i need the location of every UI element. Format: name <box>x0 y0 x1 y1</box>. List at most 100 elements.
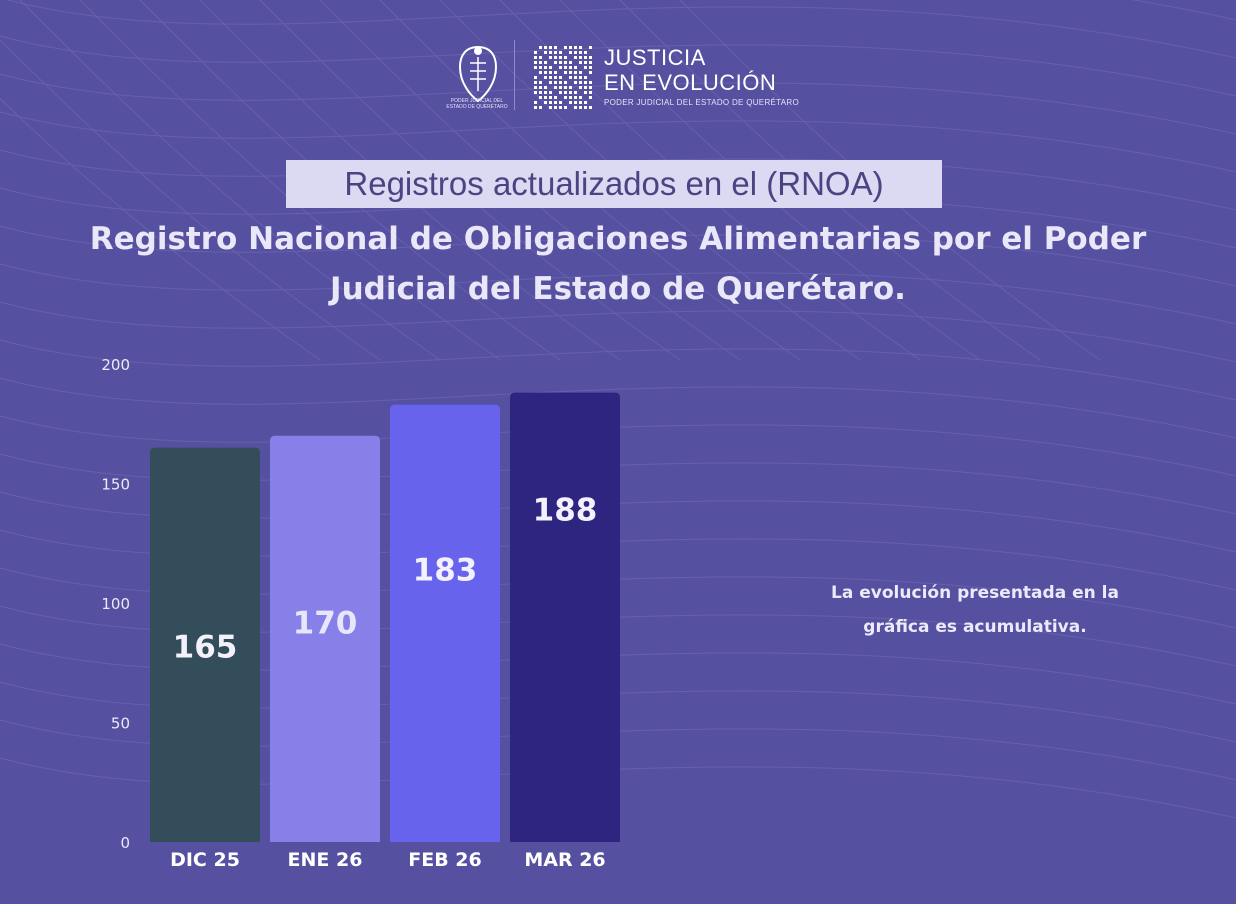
mosaic-dot <box>544 66 547 69</box>
mosaic-dot <box>564 61 567 64</box>
mosaic-dot <box>569 51 572 54</box>
wave-line <box>0 301 1236 363</box>
y-tick-label: 0 <box>120 834 130 852</box>
mosaic-dot <box>554 71 557 74</box>
mosaic-dot <box>539 61 542 64</box>
mosaic-dot <box>549 51 552 54</box>
bar <box>510 392 620 842</box>
mosaic-dot <box>554 86 557 89</box>
subtitle-box: Registros actualizados en el (RNOA) <box>286 160 942 208</box>
mosaic-dot <box>574 76 577 79</box>
mosaic-dot <box>584 76 587 79</box>
mosaic-dot <box>574 101 577 104</box>
bar-value-label: 188 <box>533 493 598 529</box>
bar <box>270 435 380 842</box>
x-tick-label: MAR 26 <box>524 849 605 871</box>
mosaic-dot <box>589 96 592 99</box>
mosaic-dot <box>539 96 542 99</box>
mosaic-dot <box>574 56 577 59</box>
mosaic-dot <box>569 71 572 74</box>
mosaic-dot <box>549 76 552 79</box>
y-tick-label: 150 <box>101 476 130 494</box>
mosaic-dot <box>549 96 552 99</box>
mosaic-dot <box>569 61 572 64</box>
mosaic-dot <box>569 101 572 104</box>
mosaic-dot <box>584 101 587 104</box>
mosaic-dot <box>549 101 552 104</box>
mosaic-dot <box>579 96 582 99</box>
mosaic-dot <box>544 51 547 54</box>
mosaic-dot <box>579 61 582 64</box>
bar-value-label: 170 <box>293 606 358 642</box>
mosaic-dot <box>579 86 582 89</box>
mosaic-dot <box>584 81 587 84</box>
mosaic-dot <box>559 56 562 59</box>
mosaic-dot <box>539 91 542 94</box>
mosaic-dot <box>589 56 592 59</box>
mosaic-dot <box>584 61 587 64</box>
mosaic-dot <box>534 81 537 84</box>
mosaic-dot <box>559 66 562 69</box>
wave-line <box>0 263 1236 325</box>
wave-line <box>79 0 501 361</box>
mosaic-dot <box>579 81 582 84</box>
mosaic-dot <box>544 91 547 94</box>
mosaic-dot <box>569 46 572 49</box>
wave-line <box>19 0 441 361</box>
x-tick-label: DIC 25 <box>170 849 240 871</box>
justicia-mosaic-icon <box>534 46 592 109</box>
logo-divider <box>514 40 515 110</box>
wave-line <box>0 97 321 361</box>
mosaic-dot <box>574 91 577 94</box>
mosaic-dot <box>554 106 557 109</box>
mosaic-dot <box>534 51 537 54</box>
mosaic-dot <box>554 76 557 79</box>
mosaic-dot <box>564 81 567 84</box>
mosaic-dot <box>589 71 592 74</box>
mosaic-dot <box>554 46 557 49</box>
mosaic-dot <box>544 86 547 89</box>
bar <box>150 447 260 842</box>
bar-value-label: 165 <box>173 630 238 666</box>
mosaic-dot <box>539 56 542 59</box>
mosaic-dot <box>544 101 547 104</box>
mosaic-dot <box>559 61 562 64</box>
mosaic-dot <box>559 101 562 104</box>
mosaic-dot <box>589 61 592 64</box>
mosaic-dot <box>589 86 592 89</box>
mosaic-dot <box>574 51 577 54</box>
mosaic-dot <box>584 106 587 109</box>
mosaic-dot <box>549 106 552 109</box>
mosaic-dot <box>534 101 537 104</box>
mosaic-dot <box>534 106 537 109</box>
mosaic-dot <box>549 66 552 69</box>
mosaic-dot <box>579 101 582 104</box>
mosaic-dot <box>574 46 577 49</box>
mosaic-dot <box>589 106 592 109</box>
mosaic-dot <box>554 101 557 104</box>
mosaic-dot <box>539 66 542 69</box>
mosaic-dot <box>574 71 577 74</box>
logo-header: PODER JUDICIAL DEL ESTADO DE QUERÉTARO J… <box>446 36 812 116</box>
subtitle: Registros actualizados en el (RNOA) <box>344 165 884 202</box>
mosaic-dot <box>589 81 592 84</box>
mosaic-dot <box>534 66 537 69</box>
wave-line <box>0 35 1236 97</box>
mosaic-dot <box>574 81 577 84</box>
mosaic-dot <box>549 81 552 84</box>
mosaic-dot <box>564 46 567 49</box>
mosaic-dot <box>539 71 542 74</box>
mosaic-dot <box>559 76 562 79</box>
mosaic-dot <box>564 86 567 89</box>
mosaic-dot <box>534 61 537 64</box>
bar <box>390 404 500 842</box>
x-tick-label: ENE 26 <box>288 849 363 871</box>
mosaic-dot <box>569 76 572 79</box>
y-tick-label: 50 <box>111 715 130 733</box>
cumulative-note: La evolución presentada en la gráfica es… <box>831 583 1119 637</box>
brand-line-2: EN EVOLUCIÓN <box>604 70 777 95</box>
mosaic-dot <box>544 96 547 99</box>
mosaic-dot <box>569 86 572 89</box>
state-seal-icon <box>458 45 498 103</box>
